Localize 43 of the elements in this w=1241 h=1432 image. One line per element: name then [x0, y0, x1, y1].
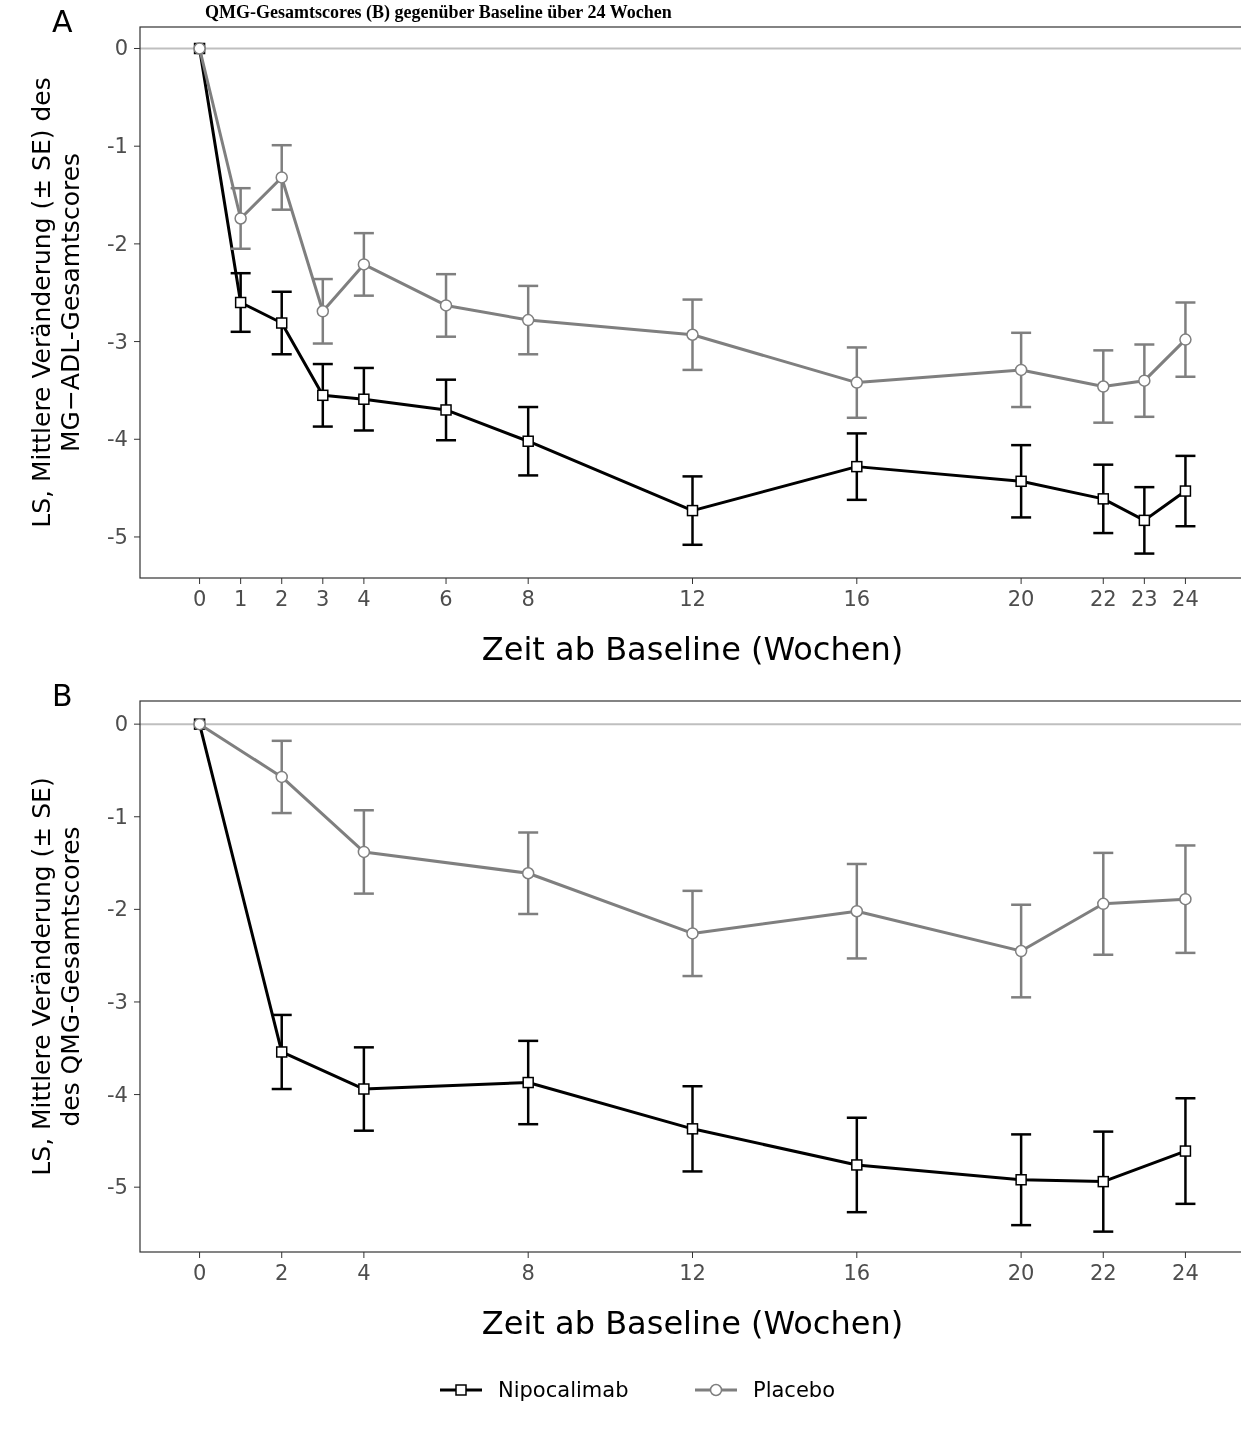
y-axis-title: LS, Mittlere Veränderung (± SE) des QMG-Gesamtscores: [27, 777, 85, 1176]
y-tick-label: -1: [107, 804, 128, 829]
x-tick-label: 20: [1007, 1261, 1035, 1285]
x-tick-label: 22: [1089, 587, 1117, 611]
x-tick-label: 8: [521, 587, 535, 611]
y-tick-label: -3: [107, 329, 128, 354]
y-tick-label: -5: [107, 524, 128, 549]
y-tick-label: -2: [107, 231, 128, 256]
x-tick-label: 20: [1007, 587, 1035, 611]
y-tick-label: -5: [107, 1175, 128, 1200]
y-tick-label: -4: [107, 427, 128, 452]
y-tick-label: 0: [114, 712, 128, 737]
x-tick-label: 0: [192, 1261, 207, 1285]
x-tick-label: 4: [357, 587, 371, 611]
x-tick-label: 1: [233, 587, 248, 611]
x-tick-label: 22: [1089, 1261, 1117, 1285]
x-tick-label: 16: [843, 587, 871, 611]
x-axis-title: Zeit ab Baseline (Wochen): [481, 1304, 904, 1342]
x-tick-label: 23: [1130, 587, 1158, 611]
x-tick-label: 0: [192, 587, 207, 611]
y-tick-label: 0: [114, 36, 128, 61]
y-tick-label: -4: [107, 1082, 128, 1107]
legend-label: Placebo: [753, 1378, 836, 1402]
y-tick-label: -2: [107, 897, 128, 922]
x-tick-label: 8: [521, 1261, 535, 1285]
text: B: [52, 678, 73, 713]
x-tick-label: 2: [275, 587, 289, 611]
legend-label: Nipocalimab: [498, 1378, 629, 1402]
x-tick-label: 24: [1172, 587, 1199, 611]
x-tick-label: 4: [357, 1261, 371, 1285]
text: A: [52, 4, 73, 39]
x-tick-label: 16: [843, 1261, 871, 1285]
x-tick-label: 12: [679, 587, 706, 611]
x-tick-label: 12: [679, 1261, 706, 1285]
x-tick-label: 2: [275, 1261, 289, 1285]
text: QMG-Gesamtscores (B) gegenüber Baseline über 24 Wochen: [205, 2, 672, 23]
x-tick-label: 3: [316, 587, 330, 611]
x-tick-label: 6: [439, 587, 453, 611]
x-axis-title: Zeit ab Baseline (Wochen): [481, 630, 904, 668]
x-tick-label: 24: [1172, 1261, 1199, 1285]
y-axis-title: LS, Mittlere Veränderung (± SE) des MG−ADL-Gesamtscores: [27, 77, 85, 528]
y-tick-label: -3: [107, 989, 128, 1014]
y-tick-label: -1: [107, 134, 128, 159]
